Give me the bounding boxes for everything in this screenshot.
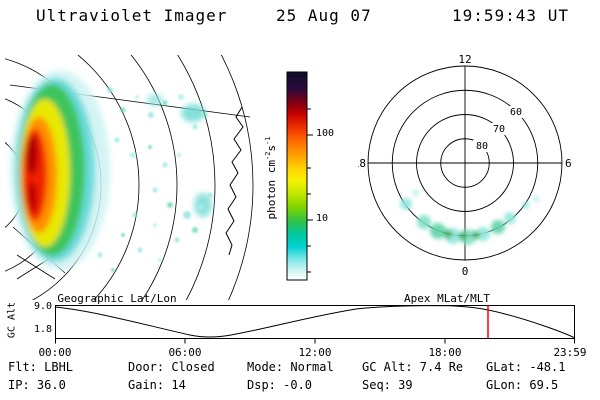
geo-aurora-speckles (97, 87, 213, 272)
ring-label-70: 70 (493, 124, 505, 135)
unit-exp2: -1 (264, 136, 273, 145)
status-mode: Mode: Normal (247, 360, 334, 374)
status-gain: Gain: 14 (128, 378, 186, 392)
polar-mlt-labels: 12 0 18 6 (358, 53, 572, 278)
ring-label-80: 80 (476, 141, 488, 152)
ring-label-60: 60 (510, 107, 522, 118)
polar-panel-title: Apex MLat/MLT (403, 292, 491, 305)
altitude-ymax: 9.0 (33, 301, 52, 312)
status-seq: Seq: 39 (362, 378, 413, 392)
altitude-ymin: 1.8 (33, 324, 52, 335)
colorbar-unit-label: photon cm-2s-1 (264, 136, 278, 219)
unit-mid: s (264, 144, 278, 152)
time-label: 19:59:43 UT (452, 6, 569, 25)
colorbar-tick-10: 10 (316, 213, 329, 224)
status-glon: GLon: 69.5 (486, 378, 559, 392)
mlt-label-0: 0 (462, 265, 469, 278)
time-tick-0000: 00:00 (38, 346, 72, 359)
coastline (225, 106, 244, 256)
mlt-label-6: 6 (565, 157, 572, 170)
altitude-strip (55, 305, 575, 344)
unit-exp1: -2 (264, 151, 273, 160)
time-tick-1200: 12:00 (298, 346, 332, 359)
polar-plot: 60 70 80 12 0 18 6 (358, 53, 572, 278)
geo-aurora (10, 70, 212, 270)
geo-plot (5, 55, 254, 300)
status-flt: Flt: LBHL (8, 360, 74, 374)
mlt-label-12: 12 (458, 53, 471, 66)
status-glat: GLat: -48.1 (486, 360, 566, 374)
status-gcalt: GC Alt: 7.4 Re (362, 360, 464, 374)
time-axis-ticks (55, 338, 575, 344)
altitude-curve (55, 305, 575, 338)
status-dsp: Dsp: -0.0 (247, 378, 313, 392)
colorbar-gradient (286, 71, 308, 281)
date-label: 25 Aug 07 (276, 6, 372, 25)
status-door: Door: Closed (128, 360, 215, 374)
polar-ring-labels: 60 70 80 (473, 106, 526, 152)
polar-aurora (400, 190, 539, 245)
colorbar-tick-100: 100 (316, 128, 335, 139)
time-tick-2359: 23:59 (553, 346, 587, 359)
status-ip: IP: 36.0 (8, 378, 66, 392)
time-tick-0600: 06:00 (168, 346, 202, 359)
unit-prefix: photon cm (264, 159, 278, 220)
mlt-label-18: 18 (358, 157, 366, 170)
page-title: Ultraviolet Imager (36, 6, 228, 25)
geo-panel-title: Geographic Lat/Lon (57, 292, 177, 305)
colorbar-ticks (307, 108, 313, 273)
time-tick-1800: 18:00 (428, 346, 462, 359)
altitude-y-axis-label: GC Alt (6, 301, 18, 339)
colorbar (286, 71, 313, 281)
